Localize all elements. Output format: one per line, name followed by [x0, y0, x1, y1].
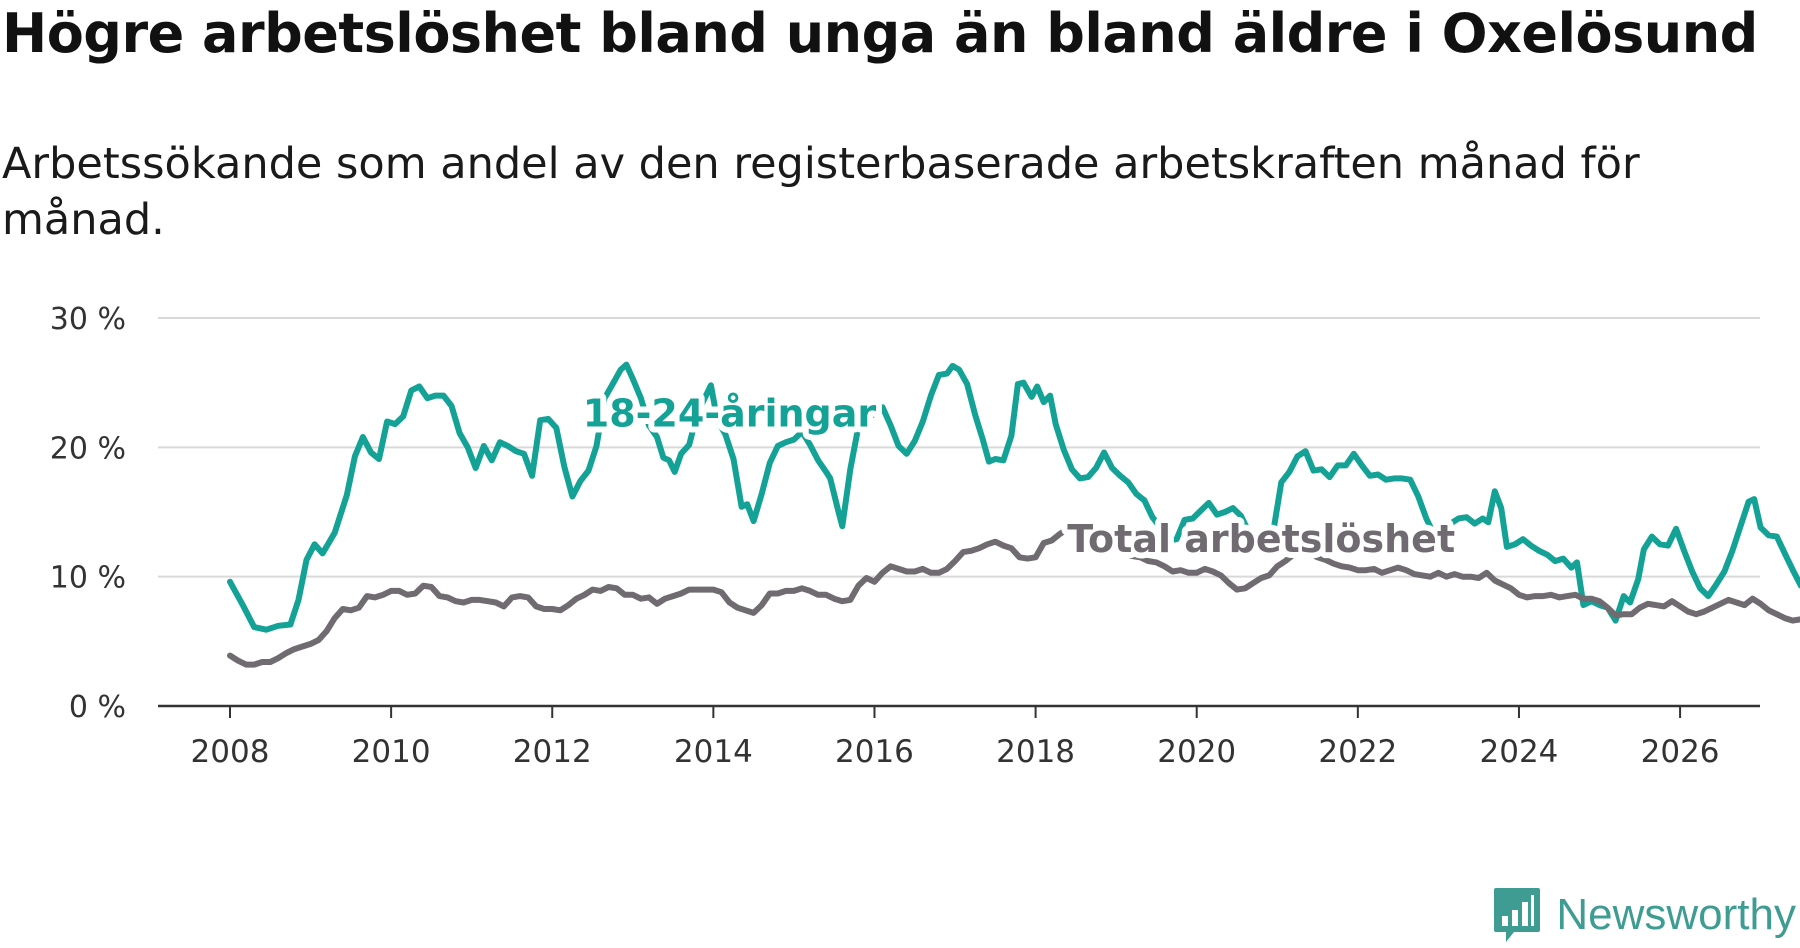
x-tick-label: 2008: [191, 734, 270, 770]
chart-subtitle: Arbetssökande som andel av den registerb…: [2, 139, 1640, 245]
y-tick-label: 10 %: [50, 561, 126, 596]
series-line-total-arbetsl-shet: [227, 523, 1800, 668]
y-tick-label: 0 %: [69, 690, 126, 725]
series-label-total-arbetsl-shet: Total arbetslöshet: [1067, 517, 1455, 561]
series-label-18-24-ringar: 18-24-åringar: [583, 392, 877, 436]
x-tick-label: 2020: [1157, 734, 1236, 770]
chart-title: Högre arbetslöshet bland unga än bland ä…: [2, 2, 1758, 65]
x-tick-label: 2016: [835, 734, 914, 770]
series-line-18-24-ringar: [227, 361, 1800, 633]
y-tick-label: 30 %: [50, 302, 126, 337]
x-tick-label: 2010: [352, 734, 431, 770]
x-tick-label: 2012: [513, 734, 592, 770]
x-tick-label: 2014: [674, 734, 753, 770]
x-tick-label: 2022: [1318, 734, 1397, 770]
x-tick-label: 2026: [1641, 734, 1720, 770]
x-tick-label: 2018: [996, 734, 1075, 770]
x-tick-label: 2024: [1480, 734, 1559, 770]
newsworthy-logo-icon: [1494, 888, 1541, 942]
y-tick-label: 20 %: [50, 431, 126, 466]
brand-name: Newsworthy: [1556, 890, 1796, 939]
newsworthy-brand: Newsworthy: [1492, 886, 1796, 944]
